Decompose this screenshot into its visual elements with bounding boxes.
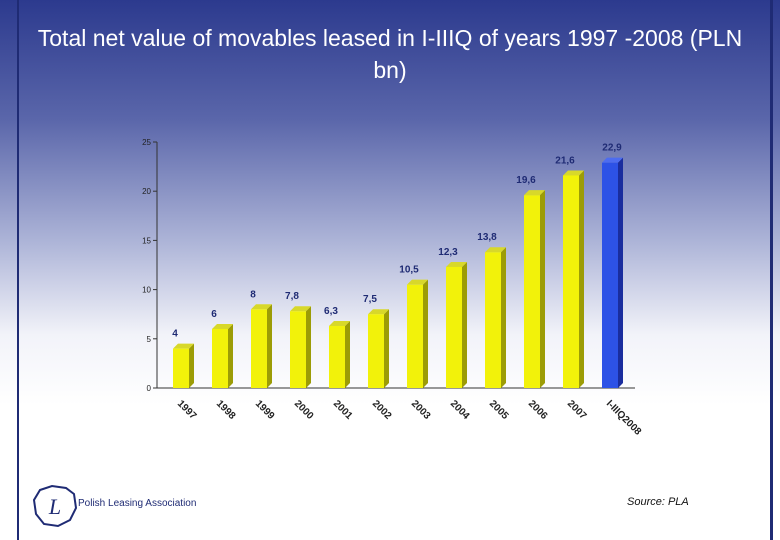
bar-top xyxy=(446,261,467,267)
bar-2003 xyxy=(407,279,428,388)
bar-top xyxy=(329,321,350,327)
left-border-rule xyxy=(17,0,19,540)
x-tick-labels-group: 1997 1998 1999 2000 2001 2002 2003 2004 2005 2006… xyxy=(175,398,644,438)
value-label: 21,6 xyxy=(555,155,575,166)
bar-front xyxy=(407,284,423,388)
bar-2002 xyxy=(368,309,389,388)
bar-top xyxy=(290,306,311,312)
value-label: 19,6 xyxy=(516,175,536,186)
bar-1999 xyxy=(251,304,272,388)
value-label: 7,5 xyxy=(363,294,377,305)
value-label: 10,5 xyxy=(399,265,419,276)
bar-top xyxy=(524,190,545,196)
bar-side xyxy=(540,190,545,388)
bar-2005 xyxy=(485,247,506,388)
bar-side xyxy=(501,247,506,388)
bar-top xyxy=(368,309,389,315)
bar-front xyxy=(446,266,462,388)
bar-2006 xyxy=(524,190,545,388)
bar-front xyxy=(368,314,384,388)
right-border-rule xyxy=(770,0,773,540)
x-tick-label: 1998 xyxy=(214,398,238,422)
bar-front xyxy=(602,162,618,388)
bar-front xyxy=(485,252,501,388)
value-label: 12,3 xyxy=(438,247,458,258)
chart-title: Total net value of movables leased in I-… xyxy=(37,25,743,83)
x-tick-label: I-IIIQ2008 xyxy=(604,398,644,438)
bar-front xyxy=(524,195,540,388)
poland-outline-icon xyxy=(32,484,78,528)
value-label: 6 xyxy=(211,309,217,320)
x-tick-label: 2005 xyxy=(487,398,511,422)
bar-2007 xyxy=(563,170,584,388)
bar-top xyxy=(173,343,194,349)
bar-side xyxy=(384,309,389,388)
bar-side xyxy=(306,306,311,388)
y-tick-label: 25 xyxy=(142,138,151,147)
bar-side xyxy=(189,343,194,388)
y-tick-label: 15 xyxy=(142,236,151,245)
x-tick-label: 2000 xyxy=(292,398,316,422)
bar-front xyxy=(212,328,228,388)
value-label: 6,3 xyxy=(324,306,338,317)
value-label: 4 xyxy=(172,329,178,340)
y-tick-label: 20 xyxy=(142,187,151,196)
value-labels-group: 4 6 8 7,8 6,3 7,5 10,5 12,3 13,8 19,6 21,6 22,9 xyxy=(172,143,622,340)
value-label: 8 xyxy=(250,289,256,300)
bar-side xyxy=(462,261,467,388)
x-tick-label: 2007 xyxy=(565,398,589,422)
bar-1998 xyxy=(212,323,233,388)
bar-top xyxy=(563,170,584,176)
x-tick-label: 1999 xyxy=(253,398,277,422)
x-tick-label: 2004 xyxy=(448,398,472,422)
bar-side xyxy=(228,323,233,388)
logo-mark: L xyxy=(48,494,61,519)
bar-2004 xyxy=(446,261,467,388)
bar-2001 xyxy=(329,321,350,388)
bar-top xyxy=(407,279,428,285)
bar-I-IIIQ2008 xyxy=(602,157,623,388)
bar-front xyxy=(290,311,306,388)
x-tick-label: 1997 xyxy=(175,398,199,422)
bar-front xyxy=(329,326,345,388)
bar-top xyxy=(485,247,506,253)
bar-side xyxy=(267,304,272,388)
source-note: Source: PLA xyxy=(627,496,689,508)
bar-front xyxy=(251,309,267,388)
value-label: 13,8 xyxy=(477,232,497,243)
bars-group xyxy=(173,157,623,388)
bar-front xyxy=(563,175,579,388)
x-tick-label: 2001 xyxy=(331,398,355,422)
bar-1997 xyxy=(173,343,194,388)
y-tick-label: 10 xyxy=(142,286,151,295)
bar-front xyxy=(173,348,189,388)
value-label: 22,9 xyxy=(602,143,622,154)
x-tick-label: 2006 xyxy=(526,398,550,422)
pla-logo: L xyxy=(32,484,78,528)
bar-top xyxy=(251,304,272,310)
bar-side xyxy=(423,279,428,388)
bar-top xyxy=(602,157,623,163)
logo-text: Polish Leasing Association xyxy=(78,498,197,509)
y-axis: 0 5 10 15 20 25 xyxy=(142,138,635,393)
x-tick-label: 2003 xyxy=(409,398,433,422)
bar-side xyxy=(345,321,350,388)
x-tick-label: 2002 xyxy=(370,398,394,422)
bar-top xyxy=(212,323,233,329)
bar-side xyxy=(618,157,623,388)
bar-side xyxy=(579,170,584,388)
y-tick-label: 0 xyxy=(147,384,152,393)
value-label: 7,8 xyxy=(285,291,299,302)
bar-2000 xyxy=(290,306,311,388)
y-tick-label: 5 xyxy=(147,335,152,344)
